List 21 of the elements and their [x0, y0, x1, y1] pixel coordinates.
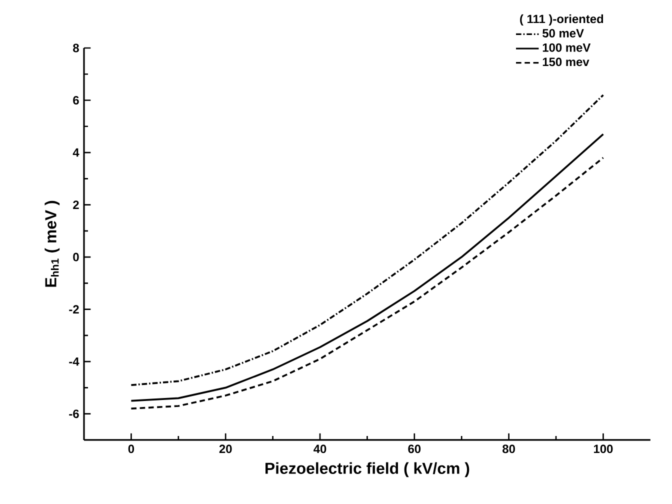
x-axis-title: Piezoelectric field ( kV/cm ) — [266, 462, 470, 478]
y-tick-label: 4 — [72, 148, 80, 157]
y-tick-label: 0 — [73, 252, 79, 262]
line-series — [130, 94, 604, 386]
y-tick-label: 6 — [73, 96, 79, 104]
x-tick-label: 0 — [128, 444, 134, 454]
x-tick-label: 20 — [219, 444, 232, 454]
legend-label: 50 meV — [542, 29, 584, 38]
y-tick-label: 8 — [73, 44, 79, 52]
y-tick-label: -4 — [69, 357, 80, 366]
legend-title: ( 111 )-oriented — [520, 14, 604, 26]
legend-label: 100 meV — [542, 43, 591, 52]
x-tick-label: 80 — [502, 444, 515, 454]
legend-label: 150 mev — [542, 58, 590, 66]
y-tick-label: -2 — [69, 305, 79, 314]
x-tick-label: 100 — [594, 444, 613, 454]
y-axis-title: E$_{hh1}$ ( meV ) — [44, 200, 60, 287]
x-tick-label: 40 — [314, 444, 326, 454]
x-tick-label: 60 — [408, 444, 421, 454]
y-tick-label: -6 — [69, 410, 79, 418]
y-tick-label: 2 — [73, 200, 79, 209]
